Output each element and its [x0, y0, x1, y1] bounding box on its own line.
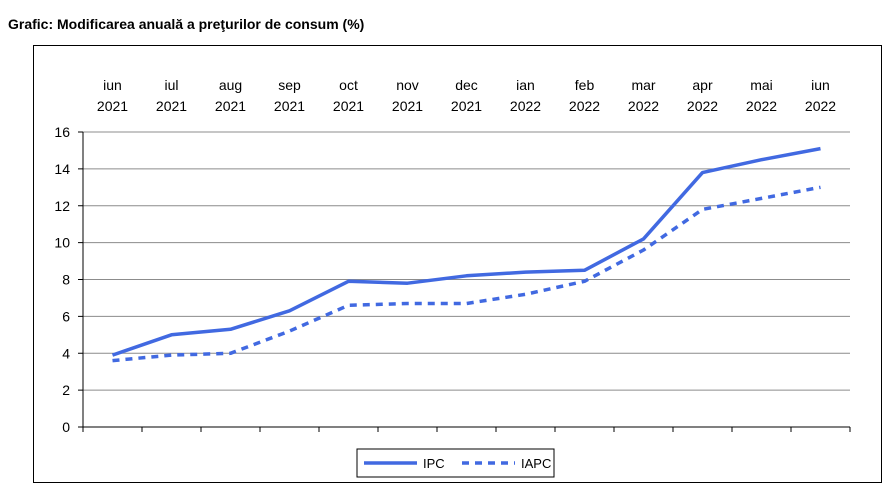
- axes: [78, 131, 851, 432]
- chart-title: Grafic: Modificarea anuală a preţurilor …: [8, 16, 365, 32]
- x-tick-label-month: mai: [750, 77, 773, 93]
- x-tick-label-year: 2022: [805, 98, 836, 114]
- x-tick-label-year: 2022: [510, 98, 541, 114]
- x-tick-label-month: oct: [339, 77, 358, 93]
- y-tick-label: 8: [62, 272, 70, 288]
- series-line-iapc: [112, 185, 821, 363]
- y-tick-label: 0: [62, 419, 70, 435]
- x-tick-label-month: feb: [575, 77, 595, 93]
- x-tick-label-year: 2022: [628, 98, 659, 114]
- x-tick-label-month: mar: [631, 77, 655, 93]
- legend-label-ipc: IPC: [423, 456, 445, 471]
- x-tick-label-month: iul: [164, 77, 178, 93]
- x-tick-label-year: 2021: [97, 98, 128, 114]
- y-tick-label: 4: [62, 345, 70, 361]
- x-tick-label-month: iun: [811, 77, 830, 93]
- x-tick-labels: iun 2021 iul 2021 aug 2021 sep 2021 oct 2021 nov 20…: [97, 77, 836, 114]
- series-lines: [111, 146, 821, 363]
- gridlines: [83, 131, 850, 391]
- x-tick-label-month: apr: [692, 77, 713, 93]
- y-tick-label: 10: [54, 235, 70, 251]
- x-tick-label-year: 2022: [746, 98, 777, 114]
- x-tick-label-month: dec: [455, 77, 478, 93]
- y-tick-label: 14: [54, 161, 70, 177]
- x-tick-label-month: iun: [103, 77, 122, 93]
- y-tick-label: 2: [62, 382, 70, 398]
- x-tick-label-year: 2021: [451, 98, 482, 114]
- x-tick-label-year: 2021: [156, 98, 187, 114]
- y-tick-label: 12: [54, 198, 70, 214]
- x-tick-label-month: ian: [516, 77, 535, 93]
- x-tick-label-month: aug: [219, 77, 242, 93]
- x-tick-label-month: nov: [396, 77, 419, 93]
- x-tick-label-month: sep: [278, 77, 301, 93]
- legend: IPC IAPC: [356, 448, 555, 478]
- x-tick-label-year: 2021: [333, 98, 364, 114]
- y-tick-labels: 0 2 4 6 8 10 12 14 16: [54, 124, 70, 435]
- chart-frame: [33, 45, 882, 483]
- x-tick-label-year: 2021: [392, 98, 423, 114]
- legend-label-iapc: IAPC: [521, 456, 551, 471]
- series-line-ipc: [111, 146, 821, 357]
- y-tick-label: 6: [62, 308, 70, 324]
- x-tick-label-year: 2021: [215, 98, 246, 114]
- x-tick-label-year: 2022: [569, 98, 600, 114]
- x-tick-label-year: 2022: [687, 98, 718, 114]
- y-tick-label: 16: [54, 124, 70, 140]
- x-tick-label-year: 2021: [274, 98, 305, 114]
